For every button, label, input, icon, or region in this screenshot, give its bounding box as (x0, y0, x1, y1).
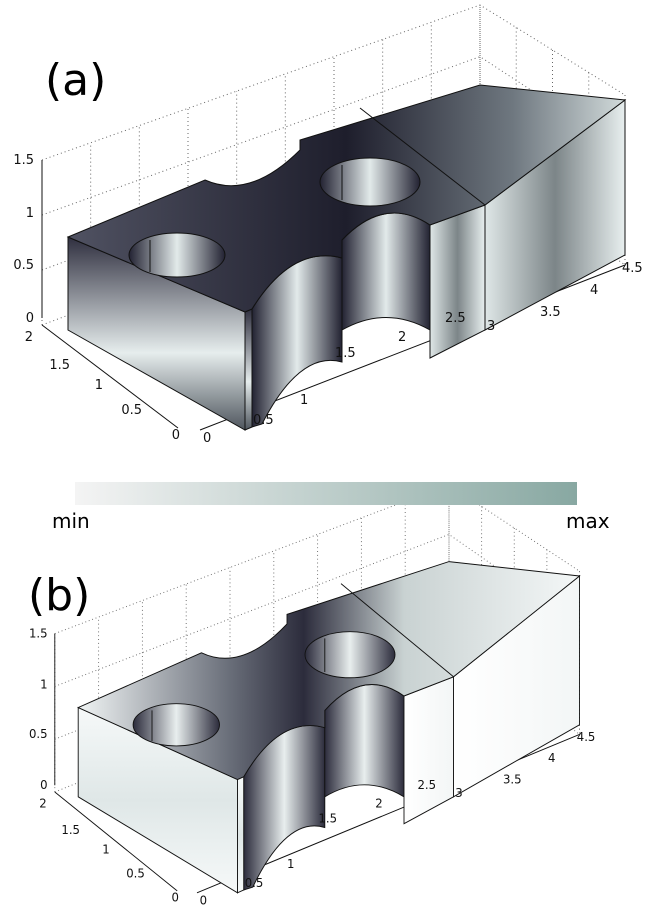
x-tick-label: 1 (287, 856, 294, 870)
x-tick-label: 2 (398, 330, 406, 345)
colorbar-min: min (52, 509, 90, 533)
x-tick-label: 2 (375, 796, 382, 810)
x-tick-label: 1.5 (335, 346, 356, 361)
x-tick-label: 4 (548, 751, 555, 765)
figure: 00.511.500.511.5200.511.522.533.544.5 00… (0, 0, 662, 907)
x-tick-label: 3 (487, 319, 495, 334)
hole (320, 158, 420, 206)
y-tick-label: 0 (172, 428, 180, 443)
x-tick-label: 4 (590, 283, 598, 298)
y-tick-label: 1 (95, 378, 103, 393)
hole (133, 704, 219, 746)
x-tick-label: 4.5 (577, 730, 596, 744)
front-right-face (404, 677, 454, 824)
x-tick-label: 3 (455, 785, 462, 799)
x-tick-label: 0.5 (253, 413, 274, 428)
cavity-front-right (342, 213, 430, 330)
page: 00.511.500.511.5200.511.522.533.544.5 00… (0, 0, 662, 911)
x-tick-label: 0 (200, 893, 207, 907)
hole (305, 632, 395, 678)
z-tick-label: 0.5 (13, 258, 34, 273)
y-tick-label: 2 (25, 330, 33, 345)
y-tick-label: 0 (172, 890, 179, 904)
panel-label: (a) (45, 55, 106, 106)
z-tick-label: 1 (26, 206, 34, 221)
panel-label: (b) (28, 570, 90, 621)
colorbar (75, 482, 577, 505)
x-tick-label: 0 (203, 431, 211, 446)
panel-a: 0 0.5 1 1.5 0 0.5 1 1.5 2 0 0.5 1 1.5 2 2.5 3 3.5 4 4.5 (13, 5, 642, 446)
colorbar-max: max (566, 509, 610, 533)
y-tick-label: 2 (39, 796, 46, 810)
front-right-face (430, 205, 485, 358)
y-tick-label: 1 (102, 842, 109, 856)
cavity-front-right (325, 684, 404, 796)
z-tick-label: 1 (40, 677, 47, 691)
x-tick-label: 1 (300, 393, 308, 408)
y-tick-label: 0.5 (126, 866, 145, 880)
y-tick-label: 1.5 (49, 358, 70, 373)
z-tick-label: 0.5 (29, 727, 48, 741)
z-tick-label: 0 (40, 778, 47, 792)
x-tick-label: 3.5 (540, 305, 561, 320)
z-tick-label: 0 (26, 311, 34, 326)
x-tick-label: 2.5 (445, 311, 466, 326)
x-tick-label: 3.5 (503, 772, 522, 786)
x-tick-label: 2.5 (418, 778, 437, 792)
z-tick-label: 1.5 (13, 153, 34, 168)
front-strip (238, 777, 244, 893)
panel-b: 0 0.5 1 1.5 0 0.5 1 1.5 2 0 0.5 1 1.5 2 2.5 3 3.5 4 4.5 (29, 485, 595, 907)
y-tick-label: 1.5 (61, 823, 80, 837)
front-strip (245, 309, 252, 430)
hole (129, 233, 225, 277)
x-tick-label: 1.5 (319, 811, 338, 825)
z-tick-label: 1.5 (29, 626, 48, 640)
y-tick-label: 0.5 (121, 403, 142, 418)
x-tick-label: 0.5 (245, 876, 264, 890)
x-tick-label: 4.5 (622, 261, 643, 276)
